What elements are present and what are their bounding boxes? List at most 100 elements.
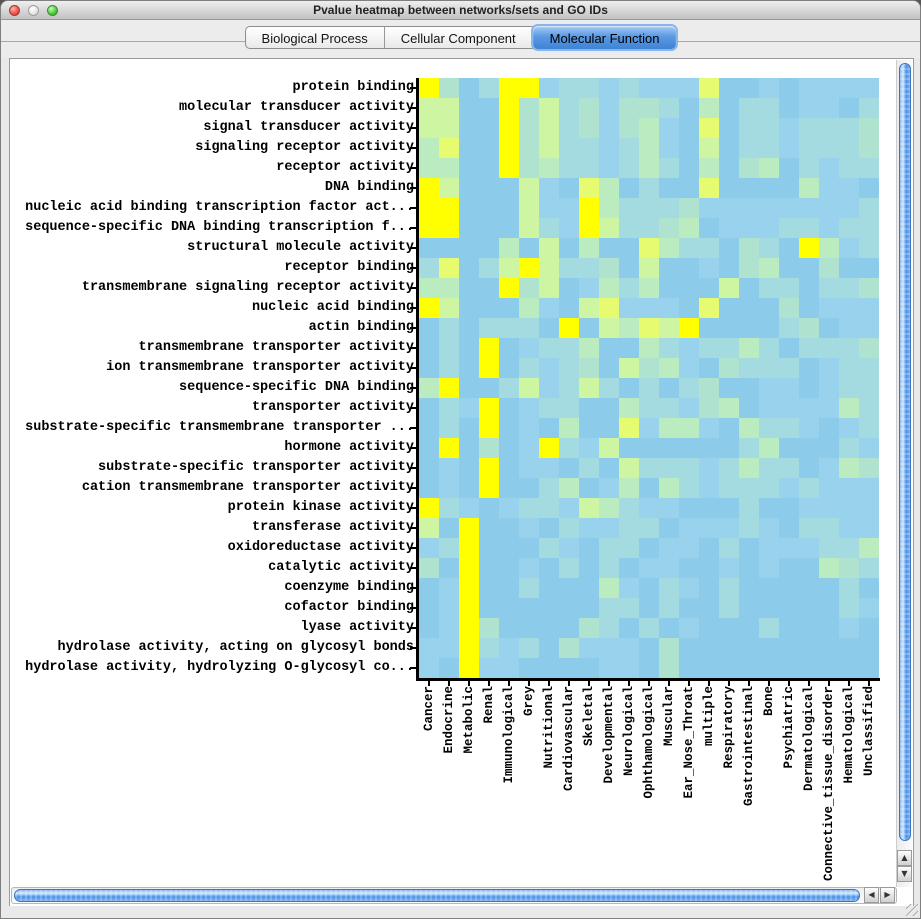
- heatmap-cell: [619, 438, 639, 458]
- tab-molecular-function[interactable]: Molecular Function: [532, 26, 677, 49]
- heatmap-cell: [539, 178, 559, 198]
- traffic-lights: [9, 5, 58, 16]
- heatmap-cell: [559, 258, 579, 278]
- row-label: cation transmembrane transporter activit…: [81, 480, 414, 495]
- heatmap-cell: [479, 598, 499, 618]
- y-axis-tick: [410, 127, 416, 129]
- heatmap-cell: [679, 518, 699, 538]
- heatmap-cell: [699, 338, 719, 358]
- vertical-scrollbar[interactable]: ▲ ▼: [896, 60, 912, 887]
- heatmap-cell: [859, 138, 879, 158]
- heatmap-cell: [759, 438, 779, 458]
- heatmap-cell: [799, 278, 819, 298]
- heatmap-cell: [539, 258, 559, 278]
- heatmap-cell: [619, 638, 639, 658]
- heatmap-cell: [659, 398, 679, 418]
- column-label: Psychiatric: [782, 686, 796, 769]
- heatmap-cell: [779, 618, 799, 638]
- row-label: protein binding: [292, 80, 414, 95]
- heatmap-cell: [619, 458, 639, 478]
- heatmap-cell: [739, 458, 759, 478]
- heatmap-cell: [599, 158, 619, 178]
- heatmap-cell: [819, 438, 839, 458]
- tab-biological-process[interactable]: Biological Process: [246, 27, 385, 48]
- zoom-button[interactable]: [47, 5, 58, 16]
- heatmap-cell: [599, 138, 619, 158]
- tab-cellular-component[interactable]: Cellular Component: [385, 27, 533, 48]
- heatmap-cell: [779, 78, 799, 98]
- scroll-right-button[interactable]: ▶: [880, 887, 895, 903]
- heatmap-cell: [739, 398, 759, 418]
- row-label: signaling receptor activity: [195, 140, 414, 155]
- minimize-button[interactable]: [28, 5, 39, 16]
- heatmap-cell: [859, 318, 879, 338]
- heatmap-cell: [499, 478, 519, 498]
- column-label: Hematological: [842, 686, 856, 784]
- heatmap-cell: [579, 458, 599, 478]
- heatmap-cell: [459, 98, 479, 118]
- heatmap-cell: [419, 158, 439, 178]
- heatmap-cell: [539, 558, 559, 578]
- heatmap-cell: [499, 98, 519, 118]
- heatmap-cell: [639, 618, 659, 638]
- heatmap-cell: [839, 478, 859, 498]
- close-button[interactable]: [9, 5, 20, 16]
- row-label: cofactor binding: [284, 600, 414, 615]
- scroll-down-button[interactable]: ▼: [897, 866, 912, 882]
- heatmap-cell: [739, 618, 759, 638]
- heatmap-cell: [659, 518, 679, 538]
- heatmap-cell: [619, 78, 639, 98]
- heatmap-cell: [679, 178, 699, 198]
- heatmap-cell: [759, 538, 779, 558]
- heatmap-cell: [519, 638, 539, 658]
- heatmap-cell: [519, 198, 539, 218]
- heatmap-cell: [739, 338, 759, 358]
- vertical-scrollbar-thumb[interactable]: [899, 63, 911, 841]
- heatmap-cell: [859, 158, 879, 178]
- heatmap-cell: [519, 278, 539, 298]
- heatmap-cell: [739, 178, 759, 198]
- heatmap-cell: [679, 298, 699, 318]
- heatmap-cell: [439, 398, 459, 418]
- heatmap-cell: [819, 238, 839, 258]
- heatmap-cell: [819, 178, 839, 198]
- heatmap-cell: [679, 118, 699, 138]
- heatmap-cell: [779, 358, 799, 378]
- heatmap-cell: [859, 338, 879, 358]
- heatmap-cell: [499, 298, 519, 318]
- heatmap-cell: [419, 278, 439, 298]
- horizontal-scrollbar-thumb[interactable]: [14, 889, 860, 902]
- heatmap-cell: [439, 358, 459, 378]
- heatmap-cell: [459, 278, 479, 298]
- heatmap-cell: [479, 358, 499, 378]
- scroll-left-button[interactable]: ◀: [864, 887, 879, 903]
- heatmap-cell: [719, 618, 739, 638]
- horizontal-scrollbar[interactable]: ◀ ▶: [11, 887, 897, 904]
- heatmap-cell: [539, 278, 559, 298]
- heatmap-cell: [799, 438, 819, 458]
- heatmap-cell: [419, 298, 439, 318]
- heatmap-cell: [499, 278, 519, 298]
- heatmap-cell: [519, 238, 539, 258]
- row-label: structural molecule activity: [187, 240, 414, 255]
- heatmap-cell: [739, 318, 759, 338]
- row-label: hormone activity: [284, 440, 414, 455]
- heatmap-cell: [699, 498, 719, 518]
- y-axis-tick: [410, 467, 416, 469]
- scroll-up-button[interactable]: ▲: [897, 850, 912, 866]
- heatmap-cell: [419, 118, 439, 138]
- heatmap-cell: [739, 258, 759, 278]
- heatmap-cell: [499, 118, 519, 138]
- column-label: Bone: [762, 686, 776, 717]
- heatmap-cell: [819, 138, 839, 158]
- heatmap-cell: [579, 358, 599, 378]
- heatmap-cell: [419, 498, 439, 518]
- heatmap-cell: [519, 458, 539, 478]
- window-titlebar[interactable]: Pvalue heatmap between networks/sets and…: [1, 1, 920, 20]
- resize-grip[interactable]: [906, 904, 918, 916]
- heatmap-cell: [759, 458, 779, 478]
- heatmap-cell: [499, 158, 519, 178]
- heatmap-cell: [839, 278, 859, 298]
- y-axis-tick: [410, 347, 416, 349]
- heatmap-cell: [779, 98, 799, 118]
